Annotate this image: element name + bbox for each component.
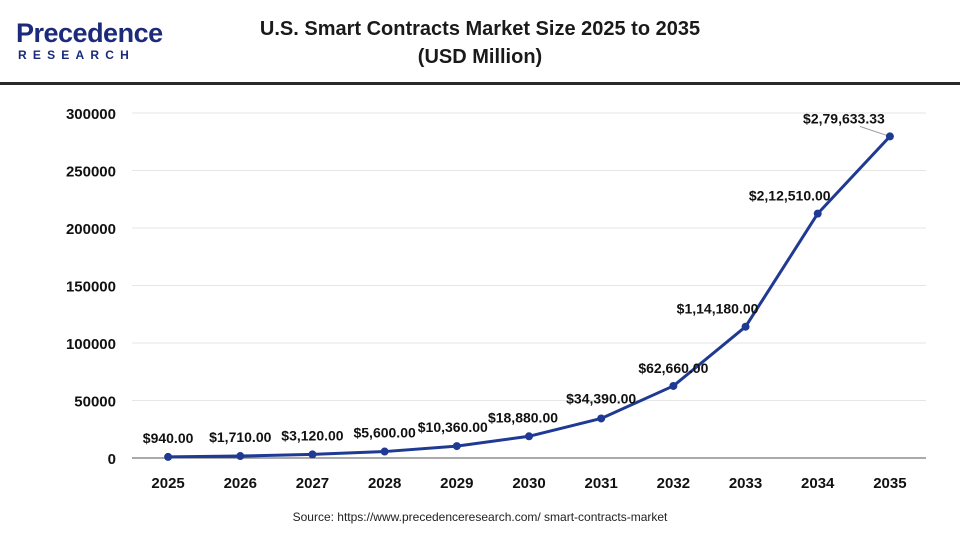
data-label: $10,360.00 — [418, 419, 488, 435]
x-tick-label: 2031 — [584, 475, 617, 492]
data-label: $2,12,510.00 — [749, 188, 831, 204]
logo-subtitle: RESEARCH — [18, 48, 135, 62]
y-tick-label: 150000 — [66, 279, 116, 296]
x-tick-label: 2027 — [296, 475, 329, 492]
chart-title-line2: (USD Million) — [417, 46, 543, 68]
x-tick-label: 2030 — [512, 475, 545, 492]
data-point — [741, 322, 750, 331]
y-tick-label: 250000 — [66, 164, 116, 181]
logo-wordmark: Precedence — [16, 18, 163, 48]
y-tick-label: 300000 — [66, 106, 116, 123]
data-label: $34,390.00 — [566, 390, 636, 406]
data-point — [452, 442, 461, 451]
y-tick-label: 100000 — [66, 336, 116, 353]
y-tick-label: 50000 — [74, 394, 116, 411]
label-leader-line — [859, 125, 888, 136]
data-label: $1,710.00 — [209, 429, 271, 445]
header: Precedence RESEARCH U.S. Smart Contracts… — [0, 0, 960, 82]
data-point — [380, 447, 389, 456]
x-tick-label: 2028 — [368, 475, 401, 492]
data-label: $3,120.00 — [281, 427, 343, 443]
chart-title-line1: U.S. Smart Contracts Market Size 2025 to… — [259, 18, 701, 40]
data-label: $5,600.00 — [353, 425, 415, 441]
x-tick-label: 2029 — [440, 475, 473, 492]
x-tick-label: 2032 — [657, 475, 690, 492]
data-label: $18,880.00 — [488, 409, 558, 425]
line-chart: 0 50000 100000 150000 200000 250000 300000 2025… — [66, 106, 926, 492]
data-point — [164, 452, 173, 461]
data-point — [236, 452, 245, 461]
x-tick-label: 2033 — [729, 475, 762, 492]
data-label: $62,660.00 — [638, 360, 708, 376]
data-point — [597, 414, 606, 423]
chart-area: 0 50000 100000 150000 200000 250000 300000 2025… — [0, 85, 960, 505]
y-tick-label: 200000 — [66, 221, 116, 238]
brand-logo: Precedence RESEARCH — [16, 18, 166, 68]
x-tick-label: 2025 — [151, 475, 184, 492]
data-point — [525, 432, 533, 441]
data-point — [669, 381, 678, 390]
data-point — [308, 450, 317, 459]
x-tick-label: 2034 — [801, 475, 835, 492]
data-label: $2,79,633.33 — [803, 110, 885, 126]
header-divider — [0, 82, 960, 85]
chart-title: U.S. Smart Contracts Market Size 2025 to… — [200, 15, 760, 71]
data-point — [885, 132, 894, 141]
x-tick-label: 2026 — [224, 475, 257, 492]
data-label: $1,14,180.00 — [677, 301, 759, 317]
data-label: $940.00 — [143, 430, 194, 446]
y-tick-label: 0 — [108, 451, 116, 468]
source-note: Source: https://www.precedenceresearch.c… — [292, 510, 668, 524]
data-point — [813, 209, 822, 218]
x-tick-label: 2035 — [873, 475, 906, 492]
